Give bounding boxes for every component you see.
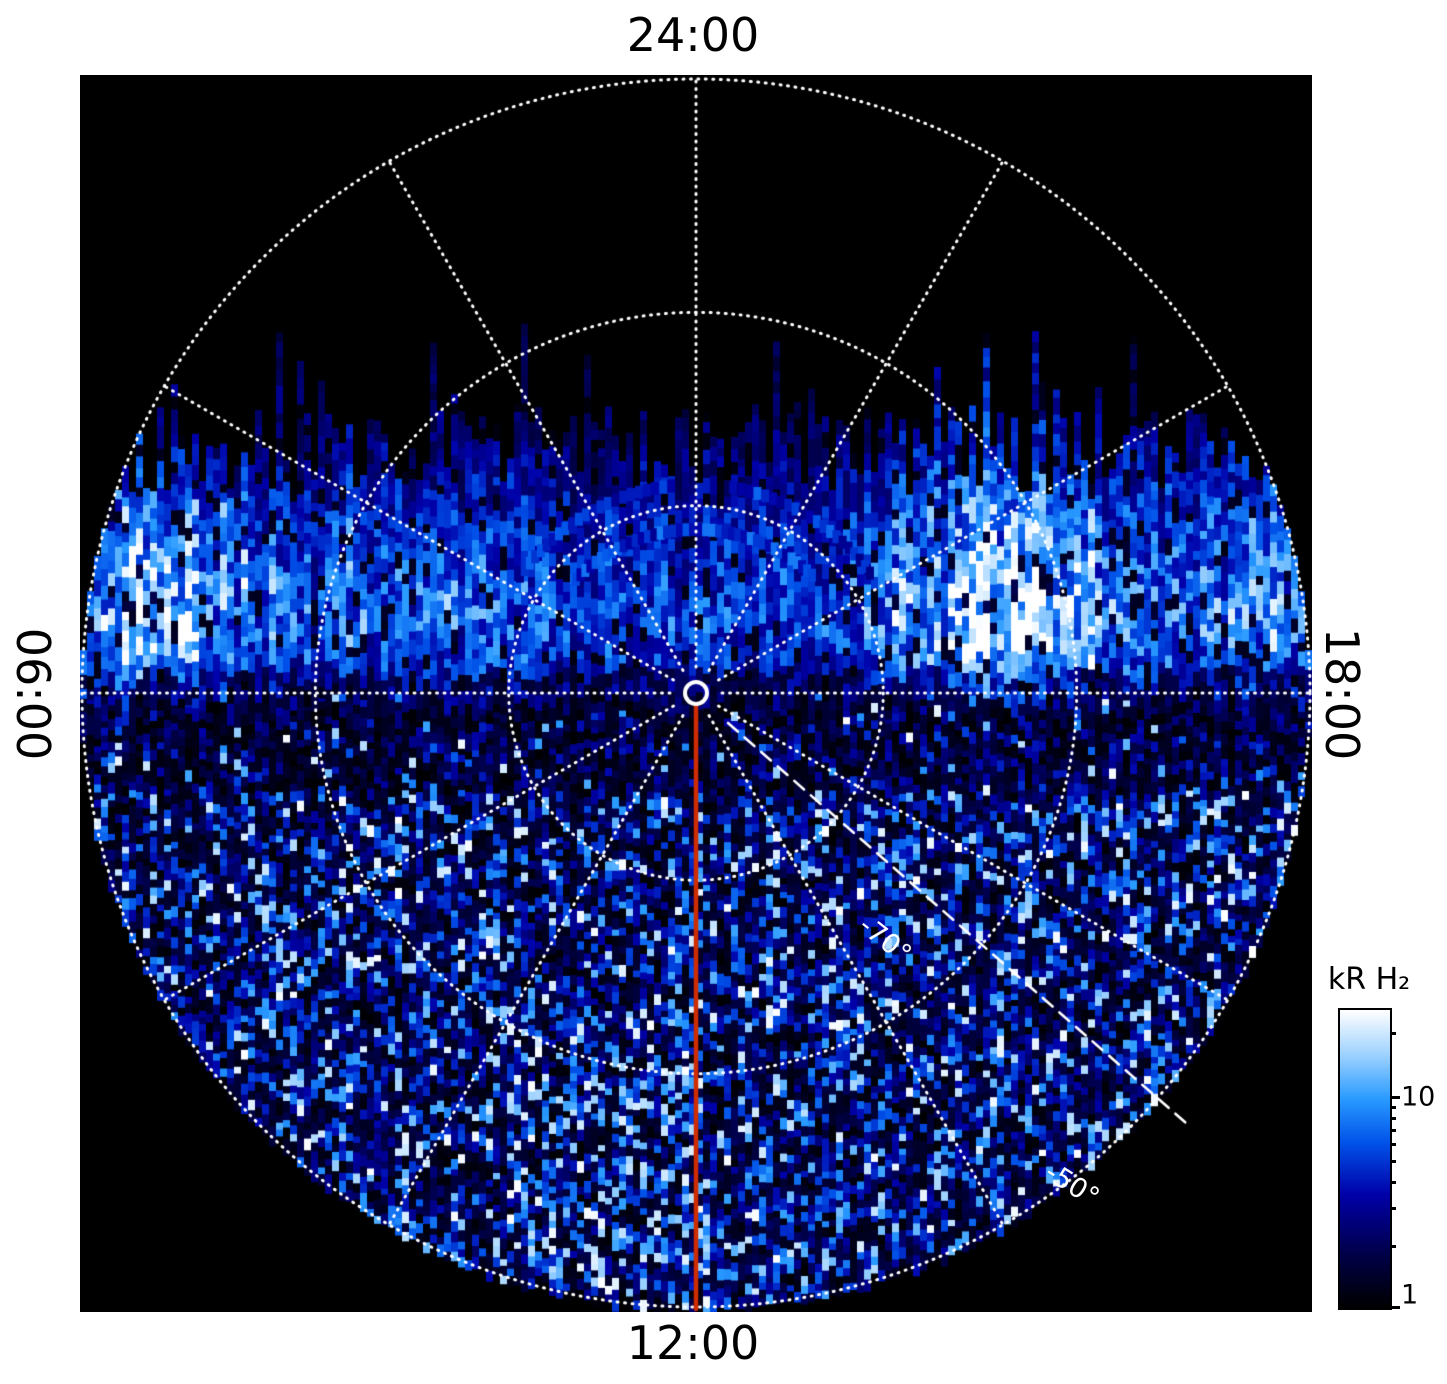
local-time-label-1800: 18:00 <box>1315 627 1369 761</box>
colorbar-tick-mark <box>1390 1031 1396 1035</box>
colorbar-tick-mark <box>1390 1180 1396 1184</box>
colorbar-tick-mark <box>1390 1207 1396 1211</box>
local-time-label-1200: 12:00 <box>626 1316 760 1370</box>
colorbar-tick-label-1: 1 <box>1401 1279 1419 1311</box>
colorbar-tick-mark <box>1390 1116 1396 1120</box>
colorbar-tick-mark <box>1390 1143 1396 1147</box>
colorbar-title: kR H₂ <box>1327 962 1411 997</box>
colorbar-tick-label-10: 10 <box>1401 1081 1436 1113</box>
colorbar-tick-mark <box>1390 1128 1396 1132</box>
local-time-label-2400: 24:00 <box>626 8 760 62</box>
colorbar-tick-mark <box>1390 1306 1400 1309</box>
aurora-heatmap-canvas <box>80 75 1312 1312</box>
colorbar-tick-mark <box>1390 1160 1396 1164</box>
polar-plot-area: -70° -50° <box>80 75 1312 1312</box>
colorbar-tick-mark <box>1390 1105 1396 1109</box>
colorbar-gradient <box>1338 1008 1392 1310</box>
local-time-label-0600: 06:00 <box>6 627 60 761</box>
colorbar-tick-mark <box>1390 1096 1400 1099</box>
colorbar-tick-mark <box>1390 1244 1396 1248</box>
